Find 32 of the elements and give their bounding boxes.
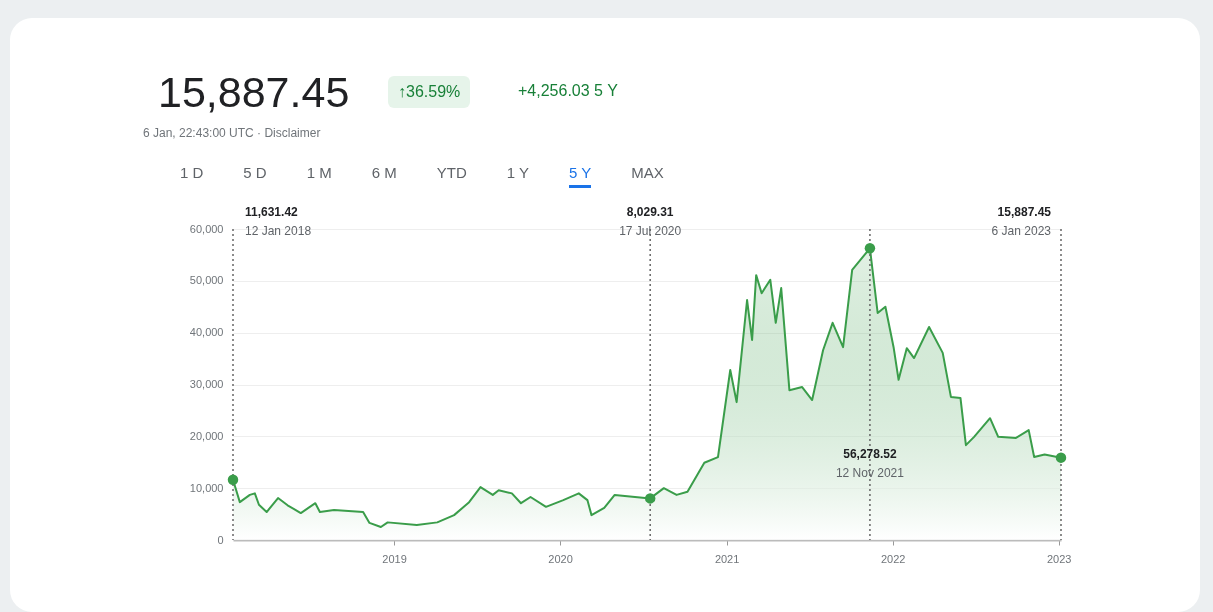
x-tick-label: 2022 [880,552,906,565]
x-tick-label: 2020 [548,552,573,565]
ref-line-label: 56,278.52 12 Nov 2021 [835,447,905,480]
x-tick-label: 2023 [1046,552,1072,565]
text: 5 Y [568,164,592,188]
chart-title: 15,887.45 [158,68,350,117]
text: 1 M [306,164,332,183]
y-tick-label: 50,000 [189,274,224,287]
text: MAX [631,164,664,183]
y-tick-label: 40,000 [189,326,224,339]
x-tick-label: 2019 [382,552,407,565]
point [644,493,656,504]
x-tick-label: 2021 [714,552,740,565]
ref-line-label: 11,631.42 12 Jan 2018 [245,205,312,238]
y-tick-label: 30,000 [189,378,224,390]
text: 6 M [371,164,397,183]
ref-line-label: 8,029.31 17 Jul 2020 [619,205,682,238]
y-tick-label: 60,000 [189,222,224,235]
ref-line-label: 15,887.45 6 Jan 2023 [991,205,1052,238]
y-tick-label: 0 [217,533,224,546]
text: 1 Y [506,164,529,183]
text: 1 D [180,164,204,183]
text: +4,256.03 5 Y [518,82,618,100]
y-tick-label: 20,000 [189,429,224,442]
point [1055,452,1067,463]
text: YTD [436,164,467,183]
text: 5 D [243,164,267,183]
y-tick-label: 10,000 [189,481,224,494]
point [227,474,239,485]
chart-subtitle: 6 Jan, 22:43:00 UTC · Disclaimer [143,126,321,140]
point [864,243,876,254]
text: ↑36.59% [388,76,471,108]
